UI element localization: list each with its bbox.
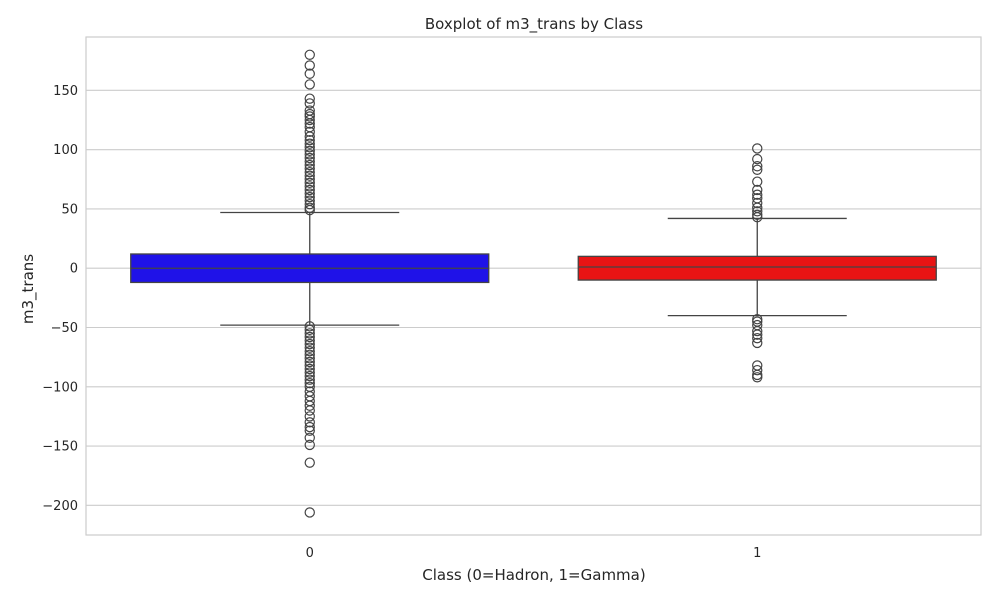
outlier-point (304, 405, 315, 416)
outlier-point (304, 432, 315, 443)
outlier-point (304, 417, 315, 428)
outlier-point (304, 356, 315, 368)
outlier-point (304, 131, 315, 142)
box-series (130, 49, 937, 518)
outlier-point (752, 325, 763, 337)
outlier-point (304, 411, 315, 422)
outlier-point (304, 374, 315, 385)
outlier-point (304, 114, 315, 126)
outlier-point (752, 153, 763, 165)
outlier-point (304, 400, 315, 411)
y-tick-label: 100 (53, 143, 78, 158)
outlier-point (752, 364, 763, 376)
outlier-point (304, 198, 315, 210)
plot-frame (85, 36, 982, 536)
x-tick-label: 1 (753, 546, 761, 561)
outlier-point (304, 159, 315, 171)
outlier-point (304, 166, 315, 178)
outlier-point (304, 370, 315, 382)
outlier-point (752, 212, 763, 223)
box-group-class-1 (577, 143, 937, 383)
outlier-point (304, 156, 315, 167)
outlier-point (304, 349, 315, 360)
outlier-point (304, 367, 315, 378)
outlier-point (304, 68, 315, 79)
outlier-point (752, 329, 763, 340)
outlier-point (304, 49, 315, 60)
y-tick-label: 0 (70, 262, 78, 277)
outlier-point (752, 197, 763, 209)
outlier-point (752, 143, 763, 154)
y-tick-label: 50 (61, 202, 78, 217)
y-tick-labels: 150 100 50 0 −50 −100 −150 −200 (42, 84, 78, 514)
outlier-point (304, 142, 315, 153)
outlier-point (304, 346, 315, 357)
outlier-point (752, 332, 763, 344)
outlier-point (304, 421, 315, 433)
outlier-point (304, 152, 315, 164)
outlier-point (304, 145, 315, 157)
outlier-point (304, 177, 315, 189)
outlier-point (304, 335, 315, 346)
outlier-point (304, 378, 315, 389)
y-tick-label: −200 (42, 499, 78, 514)
outlier-point (304, 507, 315, 518)
x-axis-label: Class (0=Hadron, 1=Gamma) (422, 566, 645, 584)
outlier-point (752, 184, 763, 196)
outlier-point (304, 181, 315, 192)
outlier-point (304, 118, 315, 129)
chart-title: Boxplot of m3_trans by Class (425, 15, 643, 34)
outlier-point (304, 149, 315, 160)
outlier-point (304, 439, 315, 451)
outlier-point (304, 60, 315, 71)
outlier-point (304, 328, 315, 339)
outlier-point (304, 174, 315, 185)
outlier-point (304, 204, 315, 216)
outlier-point (752, 161, 763, 172)
outlier-point (304, 98, 315, 109)
y-tick-label: 150 (53, 84, 78, 99)
outlier-point (304, 138, 315, 149)
outlier-point (304, 170, 315, 181)
outlier-point (304, 353, 315, 364)
y-tick-label: −100 (42, 380, 78, 395)
outlier-point (752, 164, 763, 175)
outlier-point (752, 337, 763, 349)
iqr-box (577, 255, 937, 281)
outlier-point (304, 188, 315, 199)
x-tick-label: 0 (306, 546, 314, 561)
outlier-point (304, 324, 315, 336)
y-axis-label: m3_trans (19, 254, 38, 324)
outlier-point (304, 79, 315, 90)
outlier-point (752, 206, 763, 217)
outlier-point (304, 360, 315, 371)
outlier-point (304, 457, 315, 468)
outlier-point (304, 191, 315, 203)
outlier-point (304, 111, 315, 122)
y-tick-label: −150 (42, 440, 78, 455)
outlier-point (304, 338, 315, 350)
outlier-point (752, 176, 763, 187)
outlier-point (304, 126, 315, 138)
outlier-point (304, 134, 315, 146)
outlier-point (304, 184, 315, 196)
outlier-point (304, 163, 315, 174)
outlier-point (304, 425, 315, 436)
box-group-class-0 (130, 49, 490, 518)
outlier-point (304, 331, 315, 343)
outlier-point (304, 342, 315, 353)
outlier-point (752, 372, 763, 383)
outlier-point (304, 93, 315, 104)
y-gridlines (86, 89, 981, 506)
y-tick-label: −50 (51, 321, 78, 336)
outlier-point (752, 189, 763, 200)
outlier-point (304, 363, 315, 375)
outlier-point (304, 321, 315, 332)
